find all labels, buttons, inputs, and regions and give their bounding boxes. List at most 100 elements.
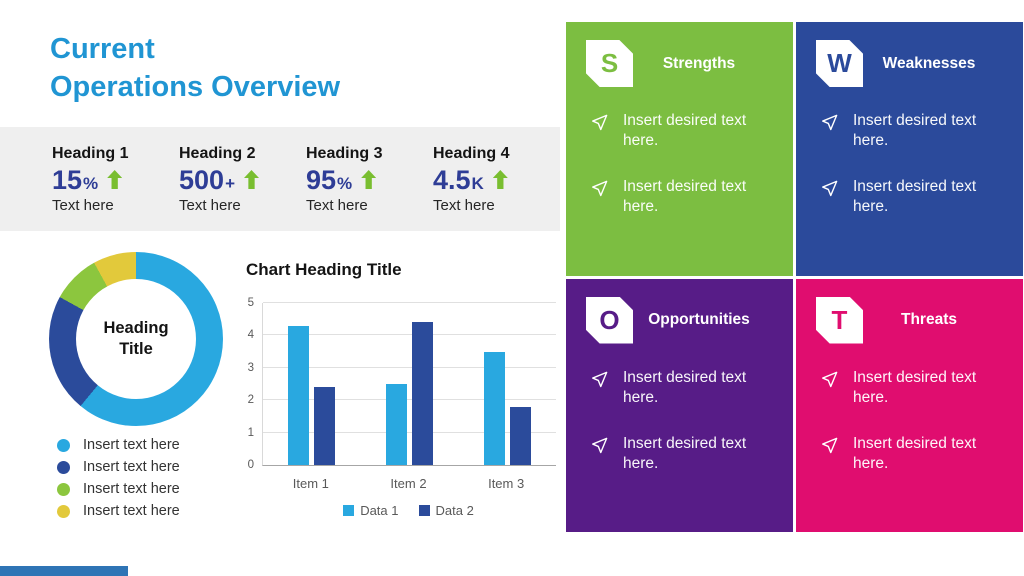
bar-group xyxy=(288,325,336,465)
quadrant-title: Strengths xyxy=(662,54,736,72)
legend-label: Data 2 xyxy=(435,503,474,518)
legend-dot xyxy=(57,504,70,518)
kpi-stat: Heading 3 95 % Text here xyxy=(306,145,433,214)
send-arrow-icon xyxy=(592,114,608,131)
y-tick-label: 3 xyxy=(247,361,254,374)
donut-legend: Insert text here Insert text here Insert… xyxy=(57,434,180,522)
donut-center-line1: Heading xyxy=(103,319,169,337)
trend-up-arrow-icon xyxy=(361,170,377,189)
swot-grid: S Strengths Insert desired text here. In… xyxy=(566,22,1023,532)
legend-swatch xyxy=(343,505,355,516)
quadrant-header: W Weaknesses xyxy=(816,40,1003,87)
kpi-caption: Text here xyxy=(52,196,114,214)
y-tick-label: 1 xyxy=(247,426,254,439)
legend-label: Data 1 xyxy=(360,503,399,518)
bullet-text: Insert desired text here. xyxy=(623,368,747,406)
bullet-list: Insert desired text here. Insert desired… xyxy=(590,368,773,474)
legend-item: Insert text here xyxy=(57,478,180,500)
quadrant-title: Opportunities xyxy=(648,311,750,328)
swot-quadrant-threats: T Threats Insert desired text here. Inse… xyxy=(796,278,1023,532)
y-tick-label: 2 xyxy=(247,394,254,407)
kpi-value-row: 95 % xyxy=(306,166,433,194)
bar-group xyxy=(385,322,433,465)
badge-letter: W xyxy=(827,48,852,78)
kpi-stat: Heading 1 15 % Text here xyxy=(52,145,179,214)
page-title: Current Operations Overview xyxy=(50,30,340,106)
badge-letter: O xyxy=(599,304,620,335)
legend-label: Insert text here xyxy=(83,481,180,497)
quadrant-header: O Opportunities xyxy=(586,296,773,344)
kpi-value-suffix: + xyxy=(225,173,235,193)
letter-badge: S xyxy=(586,40,633,87)
bullet-item: Insert desired text here. xyxy=(590,368,773,408)
bar-data-1 xyxy=(483,351,505,465)
bullet-text: Insert desired text here. xyxy=(853,434,977,472)
kpi-heading: Heading 2 xyxy=(179,144,256,162)
bar-data-2 xyxy=(509,406,531,465)
quadrant-header: S Strengths xyxy=(586,40,773,87)
send-arrow-icon xyxy=(822,180,838,197)
legend-item: Insert text here xyxy=(57,434,180,456)
donut-hole: Heading Title xyxy=(76,279,196,399)
trend-up-arrow-icon xyxy=(107,170,123,189)
legend-item: Insert text here xyxy=(57,500,180,522)
accent-bar xyxy=(0,566,128,576)
kpi-value-suffix: % xyxy=(337,173,353,193)
bullet-item: Insert desired text here. xyxy=(820,177,1003,217)
gridline xyxy=(263,334,556,336)
bar-data-1 xyxy=(385,384,407,465)
kpi-heading: Heading 4 xyxy=(433,144,510,162)
legend-swatch xyxy=(418,505,430,516)
legend-dot xyxy=(57,460,70,474)
bullet-text: Insert desired text here. xyxy=(853,368,977,406)
donut-chart: Heading Title xyxy=(49,252,223,426)
legend-dot xyxy=(57,438,70,452)
bullet-item: Insert desired text here. xyxy=(820,368,1003,408)
quadrant-title: Weaknesses xyxy=(882,54,976,72)
bullet-item: Insert desired text here. xyxy=(820,111,1003,151)
legend-label: Insert text here xyxy=(83,437,180,453)
bar-chart-x-axis: Item 1 Item 2 Item 3 xyxy=(262,476,555,491)
bullet-list: Insert desired text here. Insert desired… xyxy=(820,368,1003,474)
kpi-caption: Text here xyxy=(306,196,368,214)
gridline xyxy=(263,399,556,401)
trend-up-arrow-icon xyxy=(492,170,508,189)
page-title-line1: Current xyxy=(50,33,155,65)
kpi-stat: Heading 4 4.5 K Text here xyxy=(433,145,560,214)
send-arrow-icon xyxy=(822,371,838,387)
bullet-text: Insert desired text here. xyxy=(623,178,747,215)
gridline xyxy=(263,366,556,368)
kpi-value-suffix: % xyxy=(83,173,99,193)
bullet-text: Insert desired text here. xyxy=(853,112,977,149)
send-arrow-icon xyxy=(822,437,838,453)
legend-label: Insert text here xyxy=(83,503,180,519)
x-tick-label: Item 2 xyxy=(390,476,427,491)
kpi-caption: Text here xyxy=(179,196,241,214)
quadrant-header: T Threats xyxy=(816,296,1003,344)
bullet-list: Insert desired text here. Insert desired… xyxy=(820,111,1003,217)
kpi-stat-band: Heading 1 15 % Text here Heading 2 500 +… xyxy=(0,127,560,231)
bullet-item: Insert desired text here. xyxy=(590,434,773,474)
bar-data-1 xyxy=(288,325,310,465)
gridline xyxy=(263,302,556,303)
gridline xyxy=(263,431,556,433)
badge-letter: T xyxy=(831,304,848,335)
send-arrow-icon xyxy=(822,114,838,131)
bullet-text: Insert desired text here. xyxy=(623,112,747,149)
bullet-text: Insert desired text here. xyxy=(853,178,977,215)
quadrant-title: Threats xyxy=(901,311,957,328)
kpi-stat: Heading 2 500 + Text here xyxy=(179,145,306,214)
legend-dot xyxy=(57,482,70,496)
kpi-value-row: 15 % xyxy=(52,166,179,194)
bar-chart-plot xyxy=(262,302,556,466)
bullet-item: Insert desired text here. xyxy=(590,111,773,151)
page-title-line2: Operations Overview xyxy=(50,71,341,103)
bullet-item: Insert desired text here. xyxy=(820,434,1003,474)
kpi-value: 4.5 xyxy=(433,164,471,195)
y-tick-label: 4 xyxy=(247,329,254,342)
legend-item: Data 2 xyxy=(418,503,474,518)
kpi-heading: Heading 3 xyxy=(306,144,383,162)
x-tick-label: Item 3 xyxy=(488,476,525,491)
kpi-value-row: 500 + xyxy=(179,166,306,194)
kpi-heading: Heading 1 xyxy=(52,144,129,162)
